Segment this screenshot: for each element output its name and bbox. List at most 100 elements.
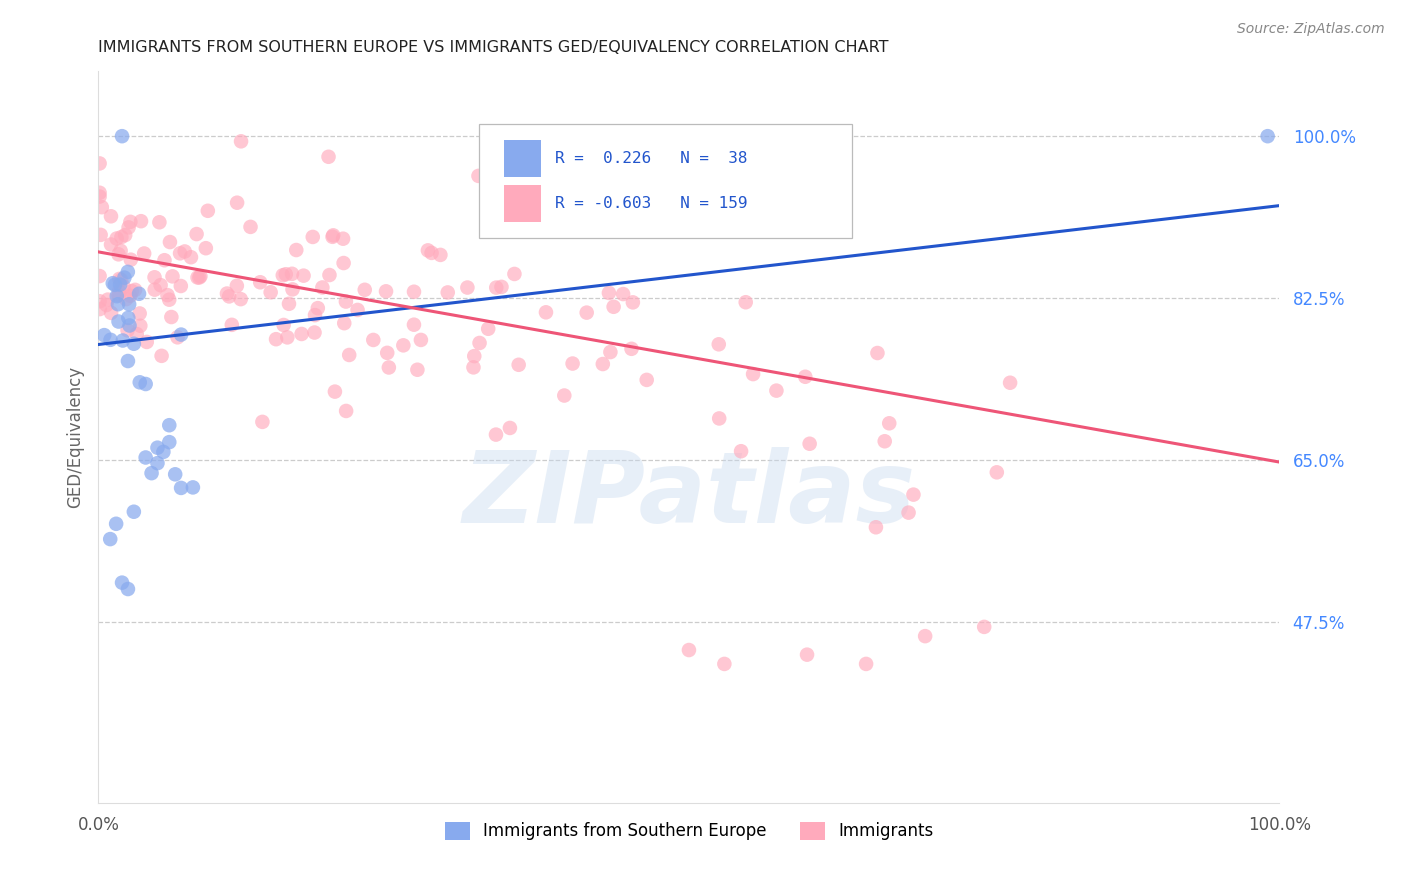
Point	[335, 404, 357, 418]
Point	[110, 230, 132, 244]
Point	[162, 269, 184, 284]
Point	[742, 367, 765, 381]
Point	[218, 289, 240, 303]
Point	[117, 310, 139, 325]
Point	[135, 376, 157, 391]
Point	[165, 467, 187, 482]
Point	[877, 417, 900, 431]
Point	[561, 357, 583, 371]
Point	[186, 227, 208, 241]
Point	[508, 358, 530, 372]
Point	[111, 129, 134, 144]
Point	[101, 277, 124, 291]
Point	[105, 231, 128, 245]
Point	[118, 297, 141, 311]
Point	[117, 265, 139, 279]
Point	[120, 289, 142, 303]
Point	[114, 228, 136, 243]
Point	[157, 435, 180, 450]
Point	[249, 275, 271, 289]
Point	[100, 209, 122, 223]
Point	[194, 241, 217, 255]
Point	[143, 270, 166, 285]
Point	[592, 357, 614, 371]
Point	[96, 298, 118, 312]
Point	[98, 532, 121, 546]
Point	[332, 256, 354, 270]
Text: R = -0.603   N = 159: R = -0.603 N = 159	[555, 196, 748, 211]
Point	[463, 360, 485, 375]
Point	[125, 327, 148, 342]
Point	[229, 134, 252, 148]
Point	[117, 354, 139, 368]
Point	[264, 332, 287, 346]
Point	[225, 278, 247, 293]
Point	[157, 293, 180, 307]
Text: R =  0.226   N =  38: R = 0.226 N = 38	[555, 151, 748, 166]
Point	[104, 277, 127, 292]
Point	[322, 228, 344, 243]
Point	[112, 270, 135, 285]
Point	[135, 450, 157, 465]
Point	[333, 316, 356, 330]
Point	[100, 237, 122, 252]
Point	[181, 480, 204, 494]
FancyBboxPatch shape	[478, 124, 852, 238]
Point	[903, 488, 925, 502]
Point	[157, 418, 180, 433]
Point	[290, 326, 312, 341]
Point	[105, 516, 128, 531]
Point	[986, 466, 1008, 480]
Point	[117, 220, 139, 235]
Point	[117, 582, 139, 596]
Point	[346, 302, 368, 317]
Point	[190, 269, 212, 284]
Point	[111, 334, 134, 348]
Point	[229, 292, 252, 306]
Point	[311, 280, 333, 294]
Point	[273, 318, 295, 332]
Point	[111, 575, 134, 590]
Point	[973, 620, 995, 634]
Text: IMMIGRANTS FROM SOUTHERN EUROPE VS IMMIGRANTS GED/EQUIVALENCY CORRELATION CHART: IMMIGRANTS FROM SOUTHERN EUROPE VS IMMIG…	[98, 40, 889, 55]
Point	[226, 195, 249, 210]
Point	[105, 289, 128, 303]
Text: Source: ZipAtlas.com: Source: ZipAtlas.com	[1237, 22, 1385, 37]
Point	[89, 156, 111, 170]
Point	[612, 287, 634, 301]
Point	[318, 150, 340, 164]
Point	[170, 481, 193, 495]
Point	[107, 314, 129, 328]
Point	[337, 348, 360, 362]
Point	[709, 411, 731, 425]
Point	[180, 250, 202, 264]
Point	[292, 268, 315, 283]
Point	[575, 305, 598, 319]
Point	[799, 436, 821, 450]
Point	[170, 327, 193, 342]
Point	[141, 466, 163, 480]
Point	[122, 505, 145, 519]
Text: ZIPatlas: ZIPatlas	[463, 447, 915, 544]
Point	[402, 285, 425, 299]
Point	[621, 295, 644, 310]
Point	[456, 280, 478, 294]
Point	[89, 189, 111, 203]
Point	[281, 267, 304, 281]
Point	[873, 434, 896, 449]
Point	[110, 244, 132, 258]
Point	[107, 297, 129, 311]
Point	[375, 285, 398, 299]
Point	[599, 345, 621, 359]
Point	[322, 229, 344, 244]
Point	[186, 270, 208, 285]
Point	[499, 421, 522, 435]
Point	[90, 227, 112, 242]
Point	[463, 349, 485, 363]
Point	[90, 200, 112, 214]
Point	[215, 286, 238, 301]
Point	[485, 280, 508, 294]
Point	[107, 247, 129, 261]
Point	[301, 230, 323, 244]
Point	[392, 338, 415, 352]
